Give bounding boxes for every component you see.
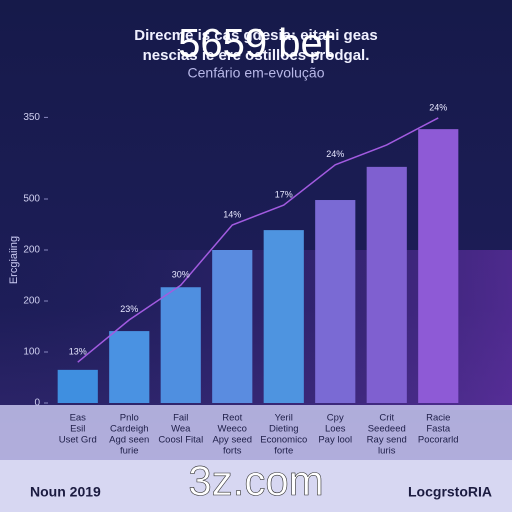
y-axis-label: Ercgiaiing (8, 236, 20, 284)
x-tick-label: Cardeigh (110, 424, 149, 435)
footer-center: 3z.com (188, 457, 323, 504)
bar (366, 166, 407, 403)
x-tick-label: Pocorarld (418, 435, 459, 446)
y-tick-label: 100 (23, 347, 40, 358)
bar (160, 287, 201, 403)
subtitle: Cenfário em-evolução (188, 65, 325, 81)
title-line: nescias ie ere ostilloes prodgal. (143, 47, 370, 64)
x-tick-label: Economico (260, 435, 307, 446)
x-tick-label: Fail (173, 413, 188, 424)
y-tick-label: 500 (23, 194, 40, 205)
x-tick-label: Loes (325, 424, 346, 435)
bar (263, 230, 304, 403)
x-tick-label: Coosl Fital (158, 435, 203, 446)
title-line: Direcme is cas gdesia: eitani geas (134, 27, 377, 44)
annotation: 24% (326, 149, 344, 159)
annotation: 17% (275, 189, 293, 199)
bar (212, 250, 253, 403)
x-tick-label: Dieting (269, 424, 299, 435)
x-tick-label: Eas (70, 413, 87, 424)
x-tick-label: Racie (426, 413, 450, 424)
footer-right: LocgrstoRIA (408, 484, 492, 500)
x-tick-label: furie (120, 446, 138, 457)
x-tick-label: Reot (222, 413, 242, 424)
y-tick-label: 200 (23, 296, 40, 307)
overlay-text: 5659 bet (178, 22, 334, 66)
x-tick-label: luris (378, 446, 396, 457)
x-tick-label: Wea (171, 424, 191, 435)
x-tick-label: Fasta (426, 424, 450, 435)
y-tick-label: 0 (34, 398, 40, 409)
x-tick-label: Agd seen (109, 435, 149, 446)
x-tick-label: Weeco (218, 424, 247, 435)
x-tick-label: Pnlo (120, 413, 139, 424)
footer-band (0, 460, 512, 512)
x-tick-label: Uset Grd (59, 435, 97, 446)
bar (109, 331, 150, 403)
footer-left: Noun 2019 (30, 484, 101, 500)
x-tick-label: forts (223, 446, 242, 457)
x-tick-label: Esil (70, 424, 85, 435)
x-tick-label: Pay lool (318, 435, 352, 446)
x-tick-label: forte (274, 446, 293, 457)
x-tick-label: Apy seed (212, 435, 252, 446)
annotation: 30% (172, 270, 190, 280)
y-tick-label: 200 (23, 245, 40, 256)
x-tick-label: Cpy (327, 413, 344, 424)
bar (418, 129, 459, 403)
x-tick-label: Seedeed (368, 424, 406, 435)
y-tick-label: 350 (23, 112, 40, 123)
trend-line (77, 117, 439, 363)
bar (315, 200, 356, 403)
annotation: 24% (429, 102, 447, 112)
annotation: 13% (69, 347, 87, 357)
x-tick-label: Crit (379, 413, 394, 424)
x-tick-label: Yeril (275, 413, 293, 424)
bar (57, 369, 98, 403)
x-tick-label: Ray send (367, 435, 407, 446)
annotation: 14% (223, 209, 241, 219)
annotation: 23% (120, 304, 138, 314)
label-band (0, 405, 512, 460)
